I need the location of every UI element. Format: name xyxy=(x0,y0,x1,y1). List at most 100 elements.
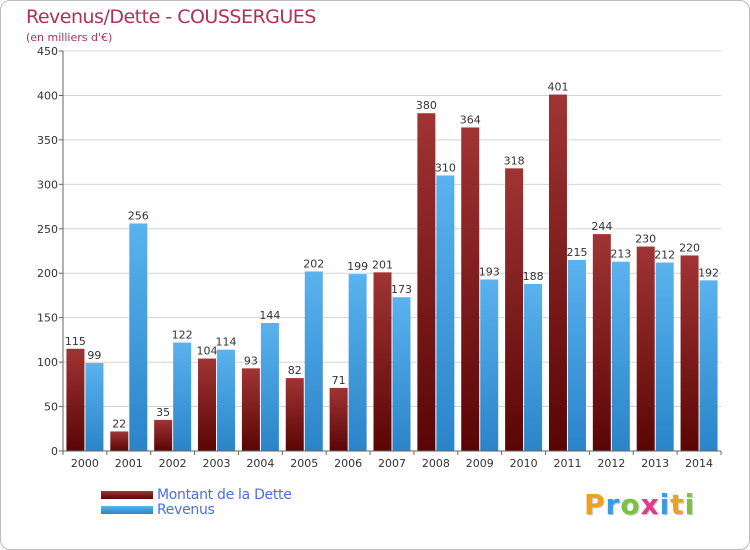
x-tick-label: 2003 xyxy=(203,457,231,470)
data-label-debt: 201 xyxy=(372,258,393,271)
bar-debt xyxy=(548,94,567,452)
data-label-revenue: 202 xyxy=(303,257,324,270)
chart-subtitle: (en milliers d'€) xyxy=(26,31,113,44)
x-tick-label: 2009 xyxy=(466,457,494,470)
bar-revenue xyxy=(567,259,586,451)
x-tick-label: 2000 xyxy=(71,457,99,470)
logo-letter: x xyxy=(640,488,660,521)
data-label-debt: 244 xyxy=(591,220,612,233)
bar-debt xyxy=(461,127,480,451)
bar-debt xyxy=(417,113,436,451)
data-label-revenue: 256 xyxy=(128,209,149,222)
data-label-revenue: 310 xyxy=(435,161,456,174)
x-tick-label: 2006 xyxy=(334,457,362,470)
legend-swatch-revenue xyxy=(101,506,153,514)
bar-revenue xyxy=(699,280,718,451)
bar-debt xyxy=(373,272,392,451)
data-label-revenue: 188 xyxy=(523,270,544,283)
bar-revenue xyxy=(260,323,279,451)
x-tick-label: 2014 xyxy=(685,457,713,470)
y-tick-label: 400 xyxy=(37,89,58,102)
logo-letter: t xyxy=(670,488,685,521)
data-label-revenue: 114 xyxy=(216,336,237,349)
y-axis: 0 50 100 150 200 250 300 350 400 450 xyxy=(37,45,63,458)
data-label-debt: 71 xyxy=(332,374,346,387)
y-tick-label: 450 xyxy=(37,45,58,58)
bar-revenue xyxy=(304,271,323,451)
x-tick-label: 2007 xyxy=(378,457,406,470)
x-tick-label: 2008 xyxy=(422,457,450,470)
bar-debt xyxy=(505,168,524,452)
bar-revenue xyxy=(480,279,499,451)
y-tick-label: 200 xyxy=(37,267,58,280)
data-label-revenue: 199 xyxy=(347,260,368,273)
y-tick-label: 350 xyxy=(37,134,58,147)
bar-debt xyxy=(329,387,348,451)
data-label-revenue: 99 xyxy=(87,349,101,362)
bar-debt xyxy=(66,348,85,451)
chart-title: Revenus/Dette - COUSSERGUES xyxy=(26,6,316,28)
legend-swatch-debt xyxy=(101,491,153,499)
bar-debt xyxy=(198,358,217,451)
y-tick-label: 150 xyxy=(37,312,58,325)
data-label-revenue: 212 xyxy=(654,249,675,262)
data-label-revenue: 213 xyxy=(610,248,631,261)
data-label-revenue: 144 xyxy=(259,309,280,322)
bar-debt xyxy=(285,378,304,451)
bar-revenue xyxy=(129,223,148,451)
x-tick-label: 2013 xyxy=(641,457,669,470)
data-label-revenue: 215 xyxy=(566,246,587,259)
logo-letter: i xyxy=(684,488,696,521)
data-label-debt: 115 xyxy=(65,335,86,348)
x-tick-label: 2010 xyxy=(510,457,538,470)
bar-debt xyxy=(241,368,260,451)
y-tick-label: 250 xyxy=(37,223,58,236)
data-label-debt: 364 xyxy=(460,113,481,126)
y-tick-label: 100 xyxy=(37,356,58,369)
bar-debt xyxy=(154,419,173,451)
bar-revenue xyxy=(655,262,674,451)
bar-revenue xyxy=(611,261,630,451)
data-label-revenue: 192 xyxy=(698,266,719,279)
bar-revenue xyxy=(524,283,543,451)
data-label-debt: 230 xyxy=(635,233,656,246)
data-label-debt: 82 xyxy=(288,364,302,377)
legend-label-revenue: Revenus xyxy=(157,502,215,518)
x-tick-label: 2011 xyxy=(553,457,581,470)
x-tick-label: 2012 xyxy=(597,457,625,470)
axis-lines xyxy=(62,51,721,452)
y-tick-label: 50 xyxy=(44,401,58,414)
x-tick-label: 2002 xyxy=(159,457,187,470)
x-tick-label: 2004 xyxy=(246,457,274,470)
bar-revenue xyxy=(392,297,411,451)
data-label-debt: 401 xyxy=(547,81,568,94)
data-labels: 115 22 35 104 93 82 71 201 380 364 318 401 244 230 220… xyxy=(65,81,719,431)
data-label-revenue: 193 xyxy=(479,265,500,278)
x-tick-label: 2005 xyxy=(290,457,318,470)
bar-debt xyxy=(636,246,655,451)
bar-debt xyxy=(592,234,611,451)
data-label-debt: 104 xyxy=(197,345,218,358)
data-label-debt: 318 xyxy=(504,154,525,167)
bar-debt xyxy=(110,431,129,451)
data-label-debt: 380 xyxy=(416,99,437,112)
y-tick-label: 300 xyxy=(37,178,58,191)
logo-letter: r xyxy=(605,488,621,521)
data-label-revenue: 122 xyxy=(172,329,193,342)
data-label-debt: 35 xyxy=(156,406,170,419)
data-label-debt: 93 xyxy=(244,354,258,367)
logo-letter: P xyxy=(584,488,606,521)
bar-revenue xyxy=(348,274,367,451)
bars xyxy=(66,94,718,452)
bar-revenue xyxy=(436,175,455,451)
legend-label-debt: Montant de la Dette xyxy=(157,487,292,503)
logo-letter: i xyxy=(659,488,671,521)
data-label-debt: 220 xyxy=(679,241,700,254)
bar-revenue xyxy=(173,342,192,451)
y-tick-label: 0 xyxy=(51,445,58,458)
proxiti-logo: Proxiti xyxy=(584,488,695,521)
grid-layer xyxy=(63,50,721,408)
x-tick-label: 2001 xyxy=(115,457,143,470)
